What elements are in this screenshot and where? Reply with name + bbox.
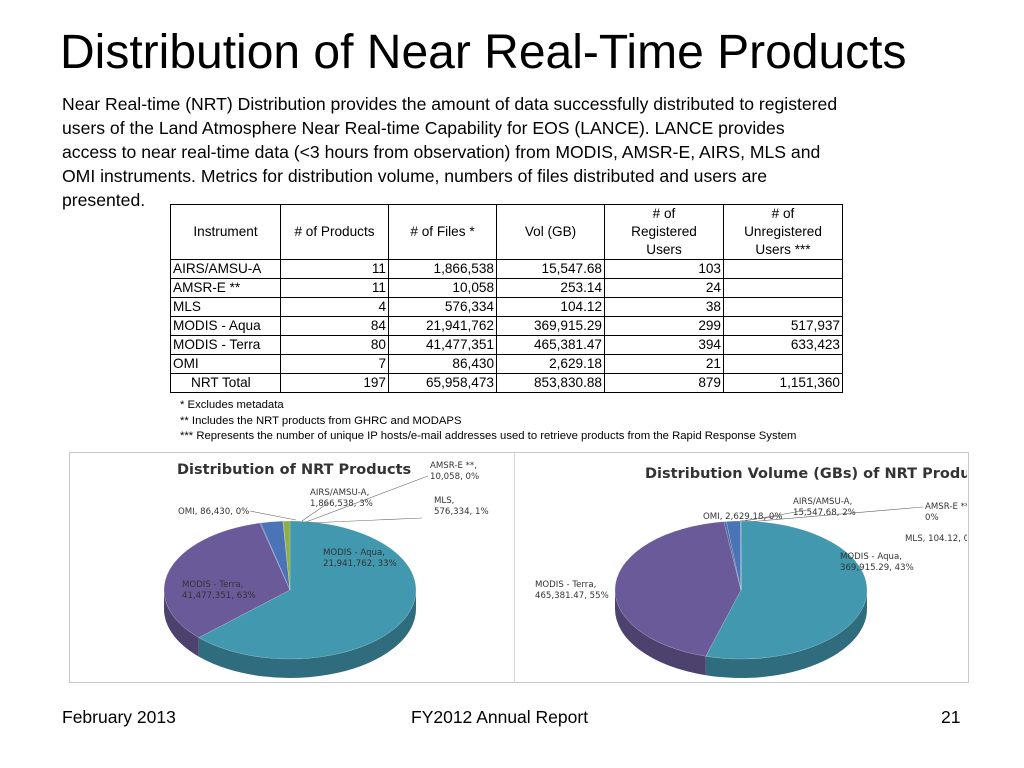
pie-slice-modis-terra [705, 520, 868, 660]
footer-page-number: 21 [941, 707, 961, 727]
table-row: MODIS - Aqua 84 21,941,762 369,915.29 29… [170, 316, 843, 336]
header-unregistered-users: # of Unregistered Users *** [723, 204, 843, 260]
data-label-airs-amsu-a: AIRS/AMSU-A, 1,866,538, 3% [310, 488, 373, 509]
pie-side-modis-aqua [164, 590, 199, 657]
table-header-row: Instrument # of Products # of Files * Vo… [170, 204, 843, 260]
table-row: MLS 4 576,334 104.12 38 [170, 297, 843, 317]
intro-paragraph: Near Real-time (NRT) Distribution provid… [62, 92, 952, 212]
header-files: # of Files * [388, 204, 497, 260]
chart-title: Distribution of NRT Products [177, 462, 411, 478]
data-label-modis-aqua: MODIS - Aqua, 21,941,762, 33% [323, 548, 397, 569]
table-row: AIRS/AMSU-A 11 1,866,538 15,547.68 103 [170, 259, 843, 279]
pie-side-modis-terra [705, 590, 867, 678]
footnote: ** Includes the NRT products from GHRC a… [180, 414, 462, 427]
intro-line: Near Real-time (NRT) Distribution provid… [62, 94, 838, 114]
pie-slice-omi [723, 521, 742, 591]
pie-slice-mls [282, 520, 291, 591]
pie-slice-modis-aqua [614, 521, 742, 657]
pie-side-modis-terra [198, 590, 417, 678]
table-row: AMSR-E ** 11 10,058 253.14 24 [170, 278, 843, 298]
pie-charts-panel: Distribution of NRT Products OMI, 86,430,… [69, 452, 969, 683]
header-volume: Vol (GB) [496, 204, 605, 260]
data-label-modis-terra: MODIS - Terra, 41,477,351, 63% [182, 580, 256, 601]
data-label-modis-aqua: MODIS - Aqua, 369,915.29, 43% [840, 552, 914, 573]
chart-title: Distribution Volume (GBs) of NRT Product… [645, 466, 967, 482]
pie-slice-airs-amsu-a [260, 520, 291, 591]
data-label-airs-amsu-a: AIRS/AMSU-A, 15,547.68, 2% [793, 497, 856, 518]
intro-line: OMI instruments. Metrics for distributio… [62, 166, 768, 186]
header-instrument: Instrument [170, 204, 281, 260]
nrt-products-pie-chart: Distribution of NRT Products OMI, 86,430,… [163, 461, 489, 678]
nrt-volume-pie-chart: Distribution Volume (GBs) of NRT Product… [535, 466, 967, 678]
footnote: * Excludes metadata [180, 399, 284, 411]
data-label-mls: MLS, 104.12, 0% [905, 534, 967, 544]
data-label-modis-terra: MODIS - Terra, 465,381.47, 55% [535, 580, 609, 601]
footer-date: February 2013 [62, 707, 176, 727]
leader-line-airs-amsu-a [744, 509, 808, 522]
chart-divider [514, 453, 515, 682]
table-row: OMI 7 86,430 2,629.18 21 [170, 354, 843, 374]
table-footnotes: * Excludes metadata ** Includes the NRT … [180, 398, 796, 445]
leader-line-omi [249, 510, 297, 521]
data-label-omi: OMI, 2,629.18, 0% [703, 512, 783, 522]
slide-title: Distribution of Near Real-Time Products [60, 26, 907, 79]
table-row: MODIS - Terra 80 41,477,351 465,381.47 3… [170, 335, 843, 355]
distribution-metrics-table: Instrument # of Products # of Files * Vo… [170, 204, 843, 393]
header-products: # of Products [280, 204, 389, 260]
table-total-row: NRT Total 197 65,958,473 853,830.88 879 … [170, 373, 843, 393]
footnote: *** Represents the number of unique IP h… [180, 430, 797, 442]
leader-line-airs-amsu-a [301, 502, 329, 522]
pie-slice-modis-aqua [163, 522, 291, 638]
data-label-amsr-e: AMSR-E **, 10,058, 0% [430, 461, 479, 482]
intro-line: access to near real-time data (<3 hours … [62, 142, 821, 162]
leader-line-amsr-e [746, 506, 924, 523]
data-label-omi: OMI, 86,430, 0% [178, 507, 249, 517]
leader-line-amsr-e [305, 475, 429, 523]
data-label-amsr-e: AMSR-E **, 253.14,0% [925, 502, 967, 523]
pie-slice-modis-terra [198, 520, 417, 660]
pie-side-modis-aqua [615, 590, 706, 676]
intro-line: presented. [62, 190, 146, 210]
pie-slice-omi [259, 522, 291, 591]
footer-report-title: FY2012 Annual Report [411, 707, 589, 727]
header-registered-users: # of Registered Users [604, 204, 724, 260]
data-label-mls: MLS, 576,334, 1% [434, 496, 489, 517]
intro-line: users of the Land Atmosphere Near Real-t… [62, 118, 785, 138]
leader-line-mls [307, 517, 423, 524]
